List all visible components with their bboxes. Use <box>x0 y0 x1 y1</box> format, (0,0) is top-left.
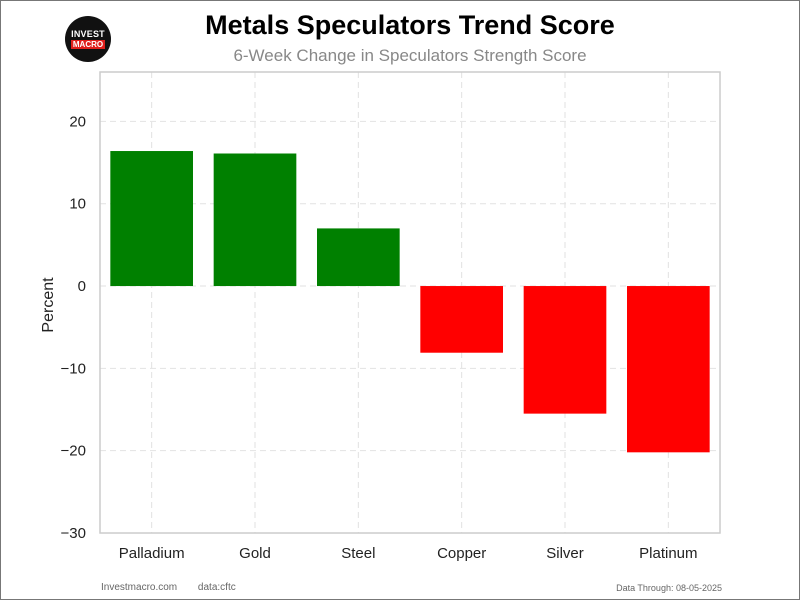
y-tick-label: −20 <box>61 443 86 460</box>
x-tick-label: Steel <box>341 545 375 562</box>
y-tick-label: −30 <box>61 525 86 542</box>
bar-palladium <box>110 151 193 287</box>
footer-data-source: data:cftc <box>197 582 236 593</box>
bar-platinum <box>627 286 710 453</box>
plot-area-border <box>99 71 721 534</box>
logo-text-top: INVEST <box>71 29 105 39</box>
x-tick-label: Palladium <box>119 545 185 562</box>
x-tick-label: Platinum <box>639 545 697 562</box>
chart-subtitle: 6-Week Change in Speculators Strength Sc… <box>233 46 587 65</box>
y-tick-label: −10 <box>61 360 86 377</box>
bar-silver <box>523 286 607 414</box>
y-axis-ticks: −30 −20 −10 0 10 20 <box>61 113 86 542</box>
footer-site: Investmacro.com <box>101 582 178 593</box>
y-tick-label: 0 <box>78 278 86 295</box>
bar-gold <box>213 153 297 287</box>
y-tick-label: 20 <box>69 113 86 130</box>
footer-data-through: Data Through: 08-05-2025 <box>616 583 722 593</box>
x-tick-label: Copper <box>437 545 486 562</box>
bars <box>110 151 710 453</box>
x-tick-label: Silver <box>546 545 584 562</box>
y-axis-label: Percent <box>40 277 57 333</box>
bar-copper <box>420 286 503 353</box>
chart-title: Metals Speculators Trend Score <box>205 10 615 40</box>
logo-text-bottom: MACRO <box>70 40 106 49</box>
investmacro-logo: INVEST MACRO <box>65 16 111 62</box>
footer-source: Investmacro.com data:cftc <box>101 582 254 593</box>
bar-steel <box>317 228 400 287</box>
x-axis-ticks: Palladium Gold Steel Copper Silver Platinum <box>119 545 698 562</box>
x-tick-label: Gold <box>239 545 271 562</box>
y-tick-label: 10 <box>69 196 86 213</box>
